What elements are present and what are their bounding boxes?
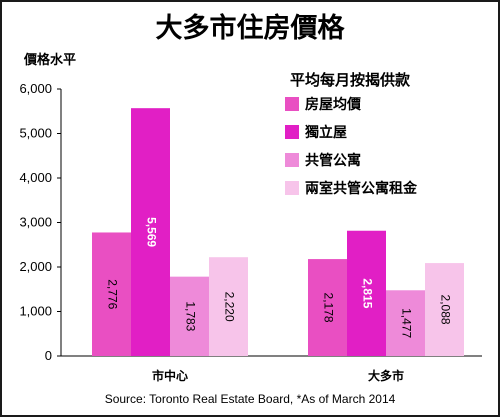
legend-label-0: 房屋均價 <box>305 97 361 113</box>
legend-swatch-0 <box>285 97 299 111</box>
x-category-label: 市中心 <box>152 368 188 383</box>
bar <box>386 290 425 356</box>
legend-title: 平均每月按揭供款 <box>290 71 411 89</box>
bar-data-label: 1,783 <box>183 301 197 331</box>
bar-data-label: 2,776 <box>105 279 119 309</box>
legend-swatch-1 <box>285 125 299 139</box>
legend-label-1: 獨立屋 <box>305 125 347 141</box>
bar <box>425 263 464 356</box>
legend-item-1: 獨立屋 <box>285 122 347 142</box>
chart-title: 大多市住房價格 <box>155 13 345 44</box>
bar <box>209 257 248 356</box>
bar-data-label: 2,178 <box>321 293 335 323</box>
bar-data-label: 2,220 <box>222 292 236 322</box>
bar <box>170 276 209 356</box>
bar <box>131 108 170 356</box>
x-category-label: 大多市 <box>368 368 404 383</box>
bar <box>92 232 131 356</box>
y-tick-label: 1,000 <box>19 304 52 319</box>
legend-item-0: 房屋均價 <box>285 94 361 114</box>
legend-swatch-2 <box>285 153 299 167</box>
bar-data-label: 2,088 <box>438 295 452 325</box>
y-tick-label: 3,000 <box>19 215 52 230</box>
bar <box>347 230 386 356</box>
bar-chart-plot: 0 1,000 2,000 3,000 4,000 5,000 6,000 2,776 5,56… <box>19 81 482 383</box>
y-tick-label: 0 <box>45 348 52 363</box>
legend-item-3: 兩室共管公寓租金 <box>285 178 417 198</box>
source-note: Source: Toronto Real Estate Board, *As o… <box>104 392 396 406</box>
y-tick-label: 6,000 <box>19 81 52 96</box>
bar <box>308 259 347 356</box>
y-tick-label: 2,000 <box>19 259 52 274</box>
y-tick-label: 5,000 <box>19 126 52 141</box>
y-axis-label: 價格水平 <box>24 53 77 68</box>
legend-label-2: 共管公寓 <box>305 153 361 169</box>
y-tick-label: 4,000 <box>19 170 52 185</box>
bar-data-label: 1,477 <box>399 308 413 338</box>
bar-data-label: 2,815 <box>360 278 374 308</box>
legend-label-3: 兩室共管公寓租金 <box>305 181 417 197</box>
bar-data-label: 5,569 <box>144 217 158 247</box>
legend-item-2: 共管公寓 <box>285 150 361 170</box>
legend-swatch-3 <box>285 181 299 195</box>
